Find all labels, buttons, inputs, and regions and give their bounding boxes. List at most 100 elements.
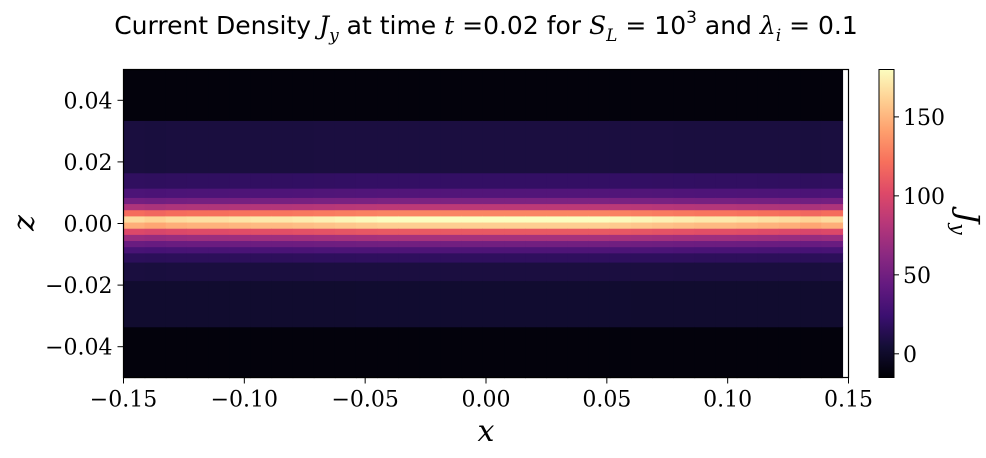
heatmap-cell [186, 252, 209, 263]
heatmap-cell [144, 326, 167, 379]
heatmap-cell [355, 246, 378, 254]
heatmap-cell [144, 188, 167, 198]
heatmap-cell [694, 280, 717, 328]
heatmap-cell [821, 246, 844, 254]
heatmap-cell [630, 234, 653, 242]
heatmap-cell [355, 262, 378, 282]
heatmap-cell [630, 326, 653, 379]
heatmap-cell [398, 203, 421, 211]
heatmap-cell [757, 197, 780, 205]
heatmap-cell [165, 221, 188, 229]
heatmap-cell [419, 234, 442, 242]
heatmap-cell [186, 234, 209, 242]
heatmap-cell [800, 252, 823, 263]
heatmap-cell [482, 234, 505, 242]
heatmap-cell [482, 209, 505, 217]
heatmap-cell [567, 246, 590, 254]
heatmap-cell [482, 188, 505, 198]
heatmap-cell [778, 221, 801, 229]
heatmap-cell [800, 203, 823, 211]
heatmap-cell [609, 215, 632, 223]
heatmap-cell [821, 262, 844, 282]
heatmap-cell [398, 209, 421, 217]
heatmap-cell [144, 234, 167, 242]
heatmap-cell [208, 120, 230, 174]
heatmap-cell [165, 252, 188, 263]
heatmap-cell [208, 234, 230, 242]
heatmap-cell [652, 203, 674, 211]
heatmap-cell [440, 188, 463, 198]
heatmap-cell [144, 262, 167, 282]
x-tick-label: −0.05 [331, 388, 398, 413]
heatmap-cell [482, 280, 505, 328]
heatmap-cell [546, 240, 569, 248]
heatmap-cell [673, 215, 696, 223]
heatmap-cell [630, 197, 653, 205]
x-tick-label: −0.10 [211, 388, 278, 413]
heatmap-cell [821, 188, 844, 198]
heatmap-cell [292, 69, 315, 121]
colorbar-label: Jy [947, 205, 985, 235]
heatmap-cell [229, 197, 251, 205]
heatmap-cell [609, 252, 632, 263]
heatmap-cell [482, 326, 505, 379]
heatmap-cell [715, 240, 738, 248]
heatmap-cell [419, 240, 442, 248]
heatmap-cell [588, 262, 611, 282]
heatmap-cell [292, 209, 315, 217]
heatmap-cell [673, 280, 696, 328]
heatmap-cell [313, 280, 336, 328]
heatmap-cell [229, 120, 251, 174]
heatmap-cell [673, 197, 696, 205]
heatmap-cell [652, 209, 674, 217]
heatmap-cell [355, 252, 378, 263]
heatmap-cell [229, 262, 251, 282]
heatmap-cell [609, 246, 632, 254]
heatmap-cell [504, 252, 527, 263]
heatmap-cell [588, 120, 611, 174]
heatmap-cell [123, 228, 146, 235]
heatmap-cell [250, 228, 273, 235]
heatmap-cell [271, 221, 294, 229]
heatmap-cell [461, 221, 484, 229]
heatmap-cell [736, 172, 759, 189]
heatmap-cell [694, 172, 717, 189]
heatmap-cell [250, 197, 273, 205]
heatmap-cell [208, 240, 230, 248]
heatmap-cell [377, 262, 400, 282]
heatmap-cell [694, 69, 717, 121]
heatmap-cell [271, 246, 294, 254]
heatmap-cell [546, 203, 569, 211]
heatmap-cell [165, 197, 188, 205]
heatmap-cell [630, 69, 653, 121]
heatmap-cell [186, 240, 209, 248]
heatmap-cell [694, 252, 717, 263]
heatmap-cell [165, 215, 188, 223]
heatmap-cell [694, 215, 717, 223]
heatmap-cell [821, 203, 844, 211]
heatmap-cell [757, 234, 780, 242]
colorbar-tick-label: 0 [903, 343, 917, 368]
heatmap-cell [123, 326, 146, 379]
heatmap-cell [757, 188, 780, 198]
heatmap-cell [630, 246, 653, 254]
heatmap-cell [229, 203, 251, 211]
heatmap-cell [229, 326, 251, 379]
heatmap-cell [525, 326, 548, 379]
heatmap-cell [652, 228, 674, 235]
y-axis-label: z [7, 215, 42, 232]
heatmap-cell [208, 246, 230, 254]
x-axis-label: x [478, 414, 495, 449]
heatmap-cell [588, 228, 611, 235]
heatmap-cell [800, 240, 823, 248]
heatmap-cell [736, 262, 759, 282]
heatmap-cell [504, 221, 527, 229]
heatmap-cell [567, 203, 590, 211]
heatmap-cell [144, 246, 167, 254]
heatmap-cell [419, 120, 442, 174]
heatmap-cell [461, 215, 484, 223]
heatmap-cell [800, 69, 823, 121]
heatmap-cell [250, 252, 273, 263]
heatmap-cell [757, 215, 780, 223]
heatmap-cell [440, 252, 463, 263]
